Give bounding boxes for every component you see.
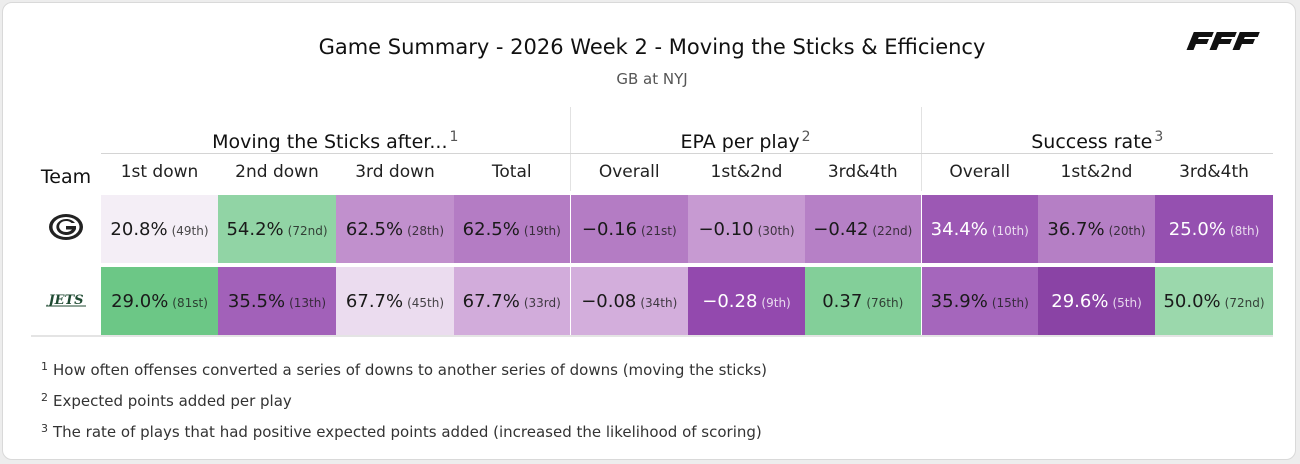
- stat-cell: 25.0% (8th): [1155, 195, 1273, 267]
- team-logo-cell: [31, 195, 101, 267]
- stat-cell: −0.16 (21st): [569, 195, 688, 267]
- stat-cell: −0.42 (22nd): [805, 195, 921, 267]
- stat-value: −0.10: [698, 218, 754, 240]
- stat-cell: 50.0% (72nd): [1155, 265, 1273, 335]
- stat-value: 62.5%: [462, 218, 520, 240]
- stat-rank: (49th): [171, 223, 209, 238]
- stat-cell: 62.5% (19th): [454, 195, 570, 267]
- stat-rank: (8th): [1229, 223, 1260, 238]
- stat-cell: 54.2% (72nd): [218, 195, 336, 267]
- stat-cell: −0.10 (30th): [688, 195, 805, 267]
- stat-value: 0.37: [822, 290, 863, 312]
- stat-value: 34.4%: [930, 218, 988, 240]
- stat-rank: (45th): [407, 295, 445, 310]
- stat-cell: 34.4% (10th): [920, 195, 1038, 267]
- stat-rank: (28th): [407, 223, 445, 238]
- stat-rank: (72nd): [287, 223, 328, 238]
- team-logo-cell: JETS: [31, 265, 101, 335]
- stat-cell: 67.7% (33rd): [454, 265, 570, 335]
- stat-rank: (5th): [1112, 295, 1142, 310]
- stat-value: 29.6%: [1051, 290, 1109, 312]
- col-header-epa-3rd-4th: 3rd&4th: [827, 162, 898, 183]
- stat-value: 29.0%: [111, 290, 169, 312]
- table-row: JETS 29.0% (81st) 35.5% (13th) 67.7% (45th) 67.…: [31, 265, 1273, 335]
- stat-value: −0.28: [702, 290, 758, 312]
- stat-cell: 35.9% (15th): [920, 265, 1038, 335]
- stat-value: 67.7%: [462, 290, 520, 312]
- col-header-team: Team: [40, 166, 92, 188]
- page-subtitle: GB at NYJ: [616, 70, 688, 88]
- stat-rank: (81st): [172, 295, 208, 310]
- col-header-3rd-down: 3rd down: [355, 162, 435, 183]
- jets-wordmark-text: JETS: [45, 293, 83, 308]
- footnotes: 1 How often offenses converted a series o…: [41, 359, 767, 452]
- stat-cell: 35.5% (13th): [218, 265, 336, 335]
- stat-value: 35.9%: [930, 290, 988, 312]
- stat-value: 54.2%: [226, 218, 284, 240]
- pff-logo-icon: [1186, 32, 1260, 50]
- col-header-epa-1st-2nd: 1st&2nd: [710, 162, 783, 183]
- stat-cell: 0.37 (76th): [805, 265, 921, 335]
- stat-rank: (10th): [991, 223, 1029, 238]
- group-header-epa: EPA per play 2: [569, 107, 921, 154]
- group-header-moving-sticks: Moving the Sticks after... 1: [101, 107, 570, 154]
- stat-rank: (21st): [641, 223, 677, 238]
- footnote-3: 3 The rate of plays that had positive exp…: [41, 422, 762, 441]
- stat-value: 36.7%: [1047, 218, 1105, 240]
- table-row: 20.8% (49th) 54.2% (72nd) 62.5% (28th) 62.5% (1…: [31, 195, 1273, 267]
- stat-rank: (34th): [640, 295, 678, 310]
- stat-rank: (13th): [289, 295, 327, 310]
- stat-value: 50.0%: [1163, 290, 1221, 312]
- stat-rank: (9th): [761, 295, 791, 310]
- stat-cell: 29.6% (5th): [1038, 265, 1155, 335]
- stat-value: −0.16: [581, 218, 638, 240]
- stat-value: 67.7%: [345, 290, 404, 312]
- stat-cell: 67.7% (45th): [336, 265, 454, 335]
- stat-cell: 36.7% (20th): [1038, 195, 1155, 267]
- stat-cell: −0.08 (34th): [569, 265, 688, 335]
- stat-value: 25.0%: [1168, 218, 1226, 240]
- stat-value: 62.5%: [345, 218, 404, 240]
- group-header-success-rate: Success rate 3: [920, 107, 1273, 154]
- stat-cell: −0.28 (9th): [688, 265, 805, 335]
- footnote-1: 1 How often offenses converted a series o…: [41, 360, 768, 379]
- col-header-2nd-down: 2nd down: [235, 162, 319, 183]
- stat-rank: (76th): [866, 295, 904, 310]
- stat-rank: (20th): [1108, 223, 1146, 238]
- stat-rank: (33rd): [523, 295, 561, 310]
- stats-table: Moving the Sticks after... 1 EPA per play…: [31, 107, 1273, 337]
- page-title: Game Summary - 2026 Week 2 - Moving the …: [318, 35, 986, 59]
- col-header-sr-3rd-4th: 3rd&4th: [1179, 162, 1249, 183]
- stat-cell: 20.8% (49th): [101, 195, 218, 267]
- stat-value: −0.08: [581, 290, 637, 312]
- stat-cell: 62.5% (28th): [336, 195, 454, 267]
- stat-rank: (15th): [991, 295, 1029, 310]
- stat-cell: 29.0% (81st): [101, 265, 218, 335]
- stat-value: 35.5%: [227, 290, 286, 312]
- stat-rank: (72nd): [1224, 295, 1265, 310]
- jets-wordmark-logo-icon: JETS: [45, 293, 86, 308]
- col-header-total: Total: [491, 162, 532, 183]
- col-header-1st-down: 1st down: [120, 162, 199, 183]
- stat-rank: (30th): [757, 223, 795, 238]
- stat-rank: (19th): [523, 223, 561, 238]
- stat-value: −0.42: [813, 218, 869, 240]
- stat-rank: (22nd): [872, 223, 913, 238]
- col-header-epa-overall: Overall: [569, 153, 688, 191]
- footnote-2: 2 Expected points added per play: [41, 391, 292, 410]
- col-header-sr-overall: Overall: [920, 153, 1038, 191]
- col-header-sr-1st-2nd: 1st&2nd: [1060, 162, 1133, 183]
- packers-g-logo-icon: [49, 214, 83, 240]
- stat-value: 20.8%: [110, 218, 168, 240]
